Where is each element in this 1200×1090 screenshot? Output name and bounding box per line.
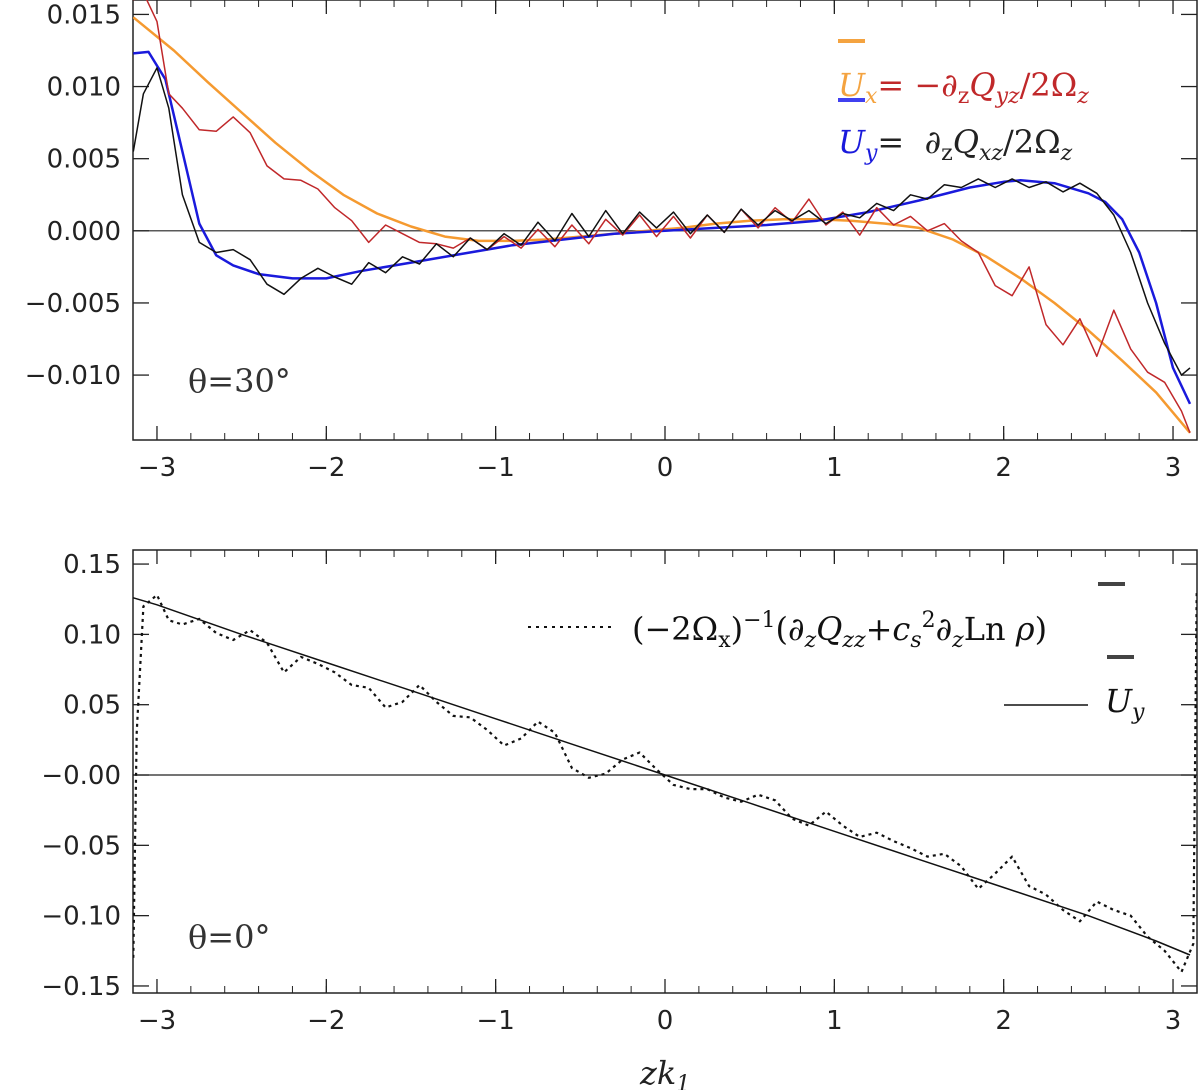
legend-entry-ux: Ux= −∂zQyz/2Ωz [838, 66, 1089, 109]
legend-ux-den: /2Ω [1020, 66, 1078, 104]
legend-entry-uy-bar [838, 98, 865, 102]
legend-dot-sub1: x [718, 628, 731, 653]
legend-ux-lhs: U [838, 66, 866, 104]
legend-uy-qsub: xz [979, 141, 1003, 166]
y-tick-label: −0.05 [41, 831, 121, 861]
bottom-panel: −3 −2 −1 0 1 2 3 0.15 0.10 0.05 −0.00 −0.05 −0.10 −0.… [41, 549, 1198, 1090]
legend-dot-plus: +c [866, 610, 911, 648]
legend-dot-body: (∂ [776, 610, 805, 648]
legend-rho-bar [1098, 582, 1125, 586]
legend-ux-q: Q [969, 66, 995, 104]
legend-ux-densub: z [1076, 84, 1089, 109]
legend-entry-dotted: (−2Ωx)−1(∂zQzz+cs2∂zLn ρ) [632, 608, 1047, 653]
legend-dot-q: Q [816, 610, 842, 648]
legend-dot-qsub: zz [841, 628, 866, 653]
legend-entry-ux-bar [838, 39, 865, 43]
x-tick-label: 0 [657, 453, 674, 483]
legend-uy-bar-bottom [1107, 655, 1134, 659]
legend-dot-space [1006, 610, 1016, 648]
x-axis-label-sub: 1 [676, 1072, 690, 1090]
legend-dot-sup1: ) [731, 610, 743, 648]
legend-uy-den: /2Ω [1003, 123, 1061, 161]
x-tick-label: −3 [138, 453, 176, 483]
x-tick-label: −2 [307, 453, 345, 483]
series-line-1-1 [133, 592, 1197, 974]
legend-dot-close: ) [1035, 610, 1047, 648]
y-tick-label: −0.15 [41, 972, 121, 1002]
top-series-group [133, 0, 1197, 434]
x-tick-label: 1 [826, 453, 843, 483]
legend-solid-lhs: U [1105, 682, 1133, 720]
y-tick-label: 0.000 [47, 217, 121, 247]
x-axis-label-main: zk [639, 1054, 676, 1090]
legend-uy-lhs: U [838, 123, 866, 161]
y-tick-label: 0.010 [47, 73, 121, 103]
top-axis-ticks: −3 −2 −1 0 1 2 3 0.015 0.010 0.005 0.000 −0.005 −0.0… [25, 0, 1197, 483]
y-tick-label: −0.00 [41, 761, 121, 791]
legend-uy-lhs-sub: y [864, 141, 878, 166]
bottom-axis-ticks: −3 −2 −1 0 1 2 3 0.15 0.10 0.05 −0.00 −0.05 −0.10 −0.… [41, 550, 1197, 1036]
series-line-0-3 [133, 67, 1191, 376]
legend-entry-solid: Uy [1105, 682, 1145, 725]
x-tick-label: 2 [995, 453, 1012, 483]
legend-uy-dsub: z [941, 141, 953, 166]
x-tick-label: 2 [995, 1006, 1012, 1036]
y-tick-label: −0.10 [41, 902, 121, 932]
legend-ux-qsub: yz [995, 84, 1020, 109]
legend-entry-uy: Uy= ∂zQxz/2Ωz [838, 123, 1073, 166]
legend-dot-ln: Ln [964, 610, 1006, 648]
x-tick-label: 1 [826, 1006, 843, 1036]
legend-ux-lhs-sub: x [865, 84, 878, 109]
top-legend: Ux= −∂zQyz/2Ωz Uy= ∂zQxz/2Ωz [838, 39, 1089, 166]
top-panel: −3 −2 −1 0 1 2 3 0.015 0.010 0.005 0.000 −0.005 −0.0… [25, 0, 1198, 483]
series-line-1-0 [133, 597, 1191, 956]
legend-ux-eq: = −∂ [877, 66, 957, 104]
top-angle-annotation: θ=30° [188, 362, 291, 400]
legend-solid-lhs-sub: y [1131, 700, 1145, 725]
x-tick-label: −2 [307, 1006, 345, 1036]
x-tick-label: 3 [1165, 453, 1182, 483]
legend-dot-ssup: 2 [922, 608, 936, 633]
y-tick-label: 0.05 [63, 691, 121, 721]
y-tick-label: 0.005 [47, 145, 121, 175]
legend-dot-open: (−2Ω [632, 610, 718, 648]
legend-dot-rho: ρ [1015, 610, 1035, 648]
legend-dot-pow: −1 [743, 608, 775, 633]
y-tick-label: −0.010 [25, 361, 121, 391]
bottom-angle-annotation: θ=0° [188, 918, 270, 956]
y-tick-label: 0.10 [63, 620, 121, 650]
series-line-0-1 [133, 50, 1192, 405]
legend-uy-eq: = ∂ [877, 123, 941, 161]
y-tick-label: 0.15 [63, 550, 121, 580]
legend-dot-tsub: z [951, 628, 964, 653]
x-axis-label: zk1 [639, 1054, 690, 1090]
legend-uy-densub: z [1060, 141, 1073, 166]
bottom-series-group [133, 592, 1197, 974]
legend-dot-sub2: z [804, 628, 817, 653]
bottom-legend: (−2Ωx)−1(∂zQzz+cs2∂zLn ρ) Uy [528, 582, 1145, 725]
x-tick-label: 0 [657, 1006, 674, 1036]
legend-ux-dsub: z [958, 84, 970, 109]
y-tick-label: −0.005 [25, 289, 121, 319]
x-tick-label: −1 [476, 1006, 514, 1036]
legend-dot-ssub: s [910, 628, 921, 653]
legend-dot-tail: ∂ [936, 610, 953, 648]
x-tick-label: 3 [1165, 1006, 1182, 1036]
x-tick-label: −1 [476, 453, 514, 483]
series-line-0-2 [133, 0, 1191, 434]
y-tick-label: 0.015 [47, 0, 121, 30]
x-tick-label: −3 [138, 1006, 176, 1036]
series-line-0-0 [133, 16, 1191, 434]
legend-uy-q: Q [953, 123, 979, 161]
